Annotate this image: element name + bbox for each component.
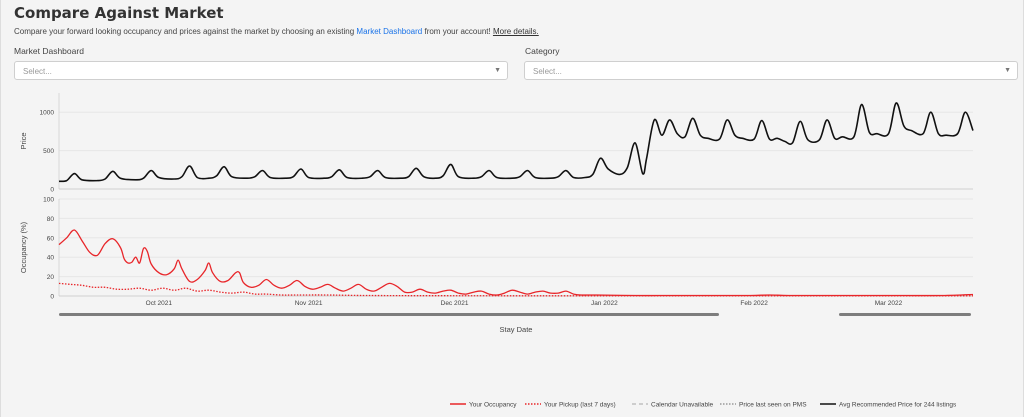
more-details-link[interactable]: More details. bbox=[492, 27, 539, 36]
market-dashboard-label: Market Dashboard bbox=[14, 46, 84, 56]
x-axis-title: Stay Date bbox=[500, 325, 533, 334]
chevron-down-icon[interactable]: ▼ bbox=[494, 67, 501, 74]
legend-your-occupancy: Your Occupancy bbox=[450, 402, 517, 409]
x-tick-label: Nov 2021 bbox=[295, 300, 323, 307]
your-occupancy-line bbox=[58, 229, 974, 297]
price-tick-label: 1000 bbox=[40, 110, 55, 117]
range-slider-left bbox=[59, 313, 719, 316]
occupancy-tick-label: 0 bbox=[50, 294, 54, 301]
legend-avg-recommended-price: Avg Recommended Price for 244 listings bbox=[820, 402, 957, 409]
legend-calendar-unavailable: Calendar Unavailable bbox=[632, 402, 714, 409]
category-label: Category bbox=[525, 46, 560, 56]
description-suffix: from your account! bbox=[424, 27, 491, 36]
x-tick-label: Feb 2022 bbox=[740, 300, 768, 307]
market-dashboard-link[interactable]: Market Dashboard bbox=[356, 27, 423, 36]
legend-label: Your Occupancy bbox=[469, 402, 517, 409]
occupancy-tick-label: 40 bbox=[47, 255, 55, 262]
x-tick-label: Dec 2021 bbox=[441, 300, 469, 307]
legend-label: Price last seen on PMS bbox=[739, 402, 807, 409]
price-tick-label: 500 bbox=[43, 148, 54, 155]
occupancy-axis-title: Occupancy (%) bbox=[19, 221, 28, 273]
price-tick-label: 0 bbox=[50, 187, 54, 194]
legend-label: Your Pickup (last 7 days) bbox=[544, 402, 616, 409]
x-tick-label: Oct 2021 bbox=[146, 300, 173, 307]
range-slider-right bbox=[839, 313, 971, 316]
avg-recommended-price-line bbox=[58, 102, 974, 183]
occupancy-tick-label: 60 bbox=[47, 235, 55, 242]
legend-price-last-seen: Price last seen on PMS bbox=[720, 402, 807, 409]
x-tick-label: Jan 2022 bbox=[591, 300, 618, 307]
occupancy-tick-label: 100 bbox=[43, 197, 54, 204]
legend-label: Calendar Unavailable bbox=[651, 402, 714, 409]
market-dashboard-select[interactable]: Select... ▼ bbox=[14, 61, 508, 80]
page-title: Compare Against Market bbox=[14, 4, 224, 22]
description-text: Compare your forward looking occupancy a… bbox=[14, 27, 355, 36]
chevron-down-icon[interactable]: ▼ bbox=[1004, 67, 1011, 74]
occupancy-tick-label: 20 bbox=[47, 274, 55, 281]
your-pickup-line bbox=[58, 282, 973, 297]
category-select[interactable]: Select... ▼ bbox=[524, 61, 1018, 80]
occupancy-tick-label: 80 bbox=[47, 216, 55, 223]
page-description: Compare your forward looking occupancy a… bbox=[14, 27, 539, 36]
market-dashboard-placeholder: Select... bbox=[23, 67, 52, 76]
legend-label: Avg Recommended Price for 244 listings bbox=[839, 402, 957, 409]
price-axis-title: Price bbox=[19, 132, 28, 149]
category-placeholder: Select... bbox=[533, 67, 562, 76]
legend-your-pickup: Your Pickup (last 7 days) bbox=[525, 402, 616, 409]
x-tick-label: Mar 2022 bbox=[875, 300, 903, 307]
